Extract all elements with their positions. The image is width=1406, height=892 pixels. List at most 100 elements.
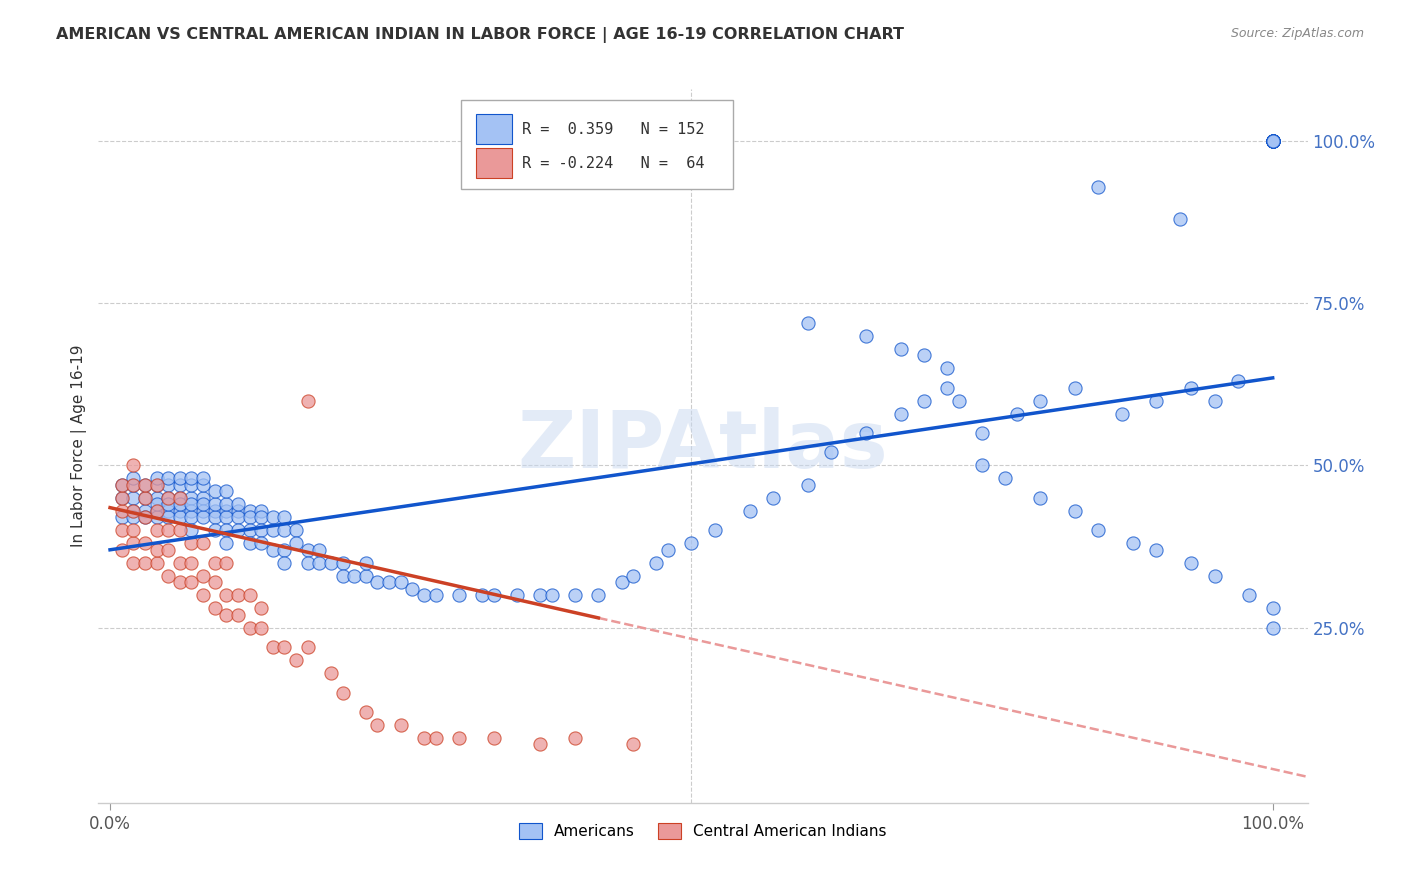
Point (180, 524, 202, 538)
Point (180, 497, 202, 511)
Point (796, 478, 818, 492)
Point (1204, 393, 1226, 408)
Point (250, 601, 273, 615)
Point (1261, 134, 1284, 148)
Point (297, 542, 319, 557)
Point (1087, 524, 1109, 538)
Point (226, 504, 249, 518)
Point (564, 588, 586, 602)
Point (215, 497, 238, 511)
Point (145, 542, 167, 557)
Point (191, 478, 214, 492)
Point (157, 497, 180, 511)
Point (912, 348, 935, 362)
Point (239, 536, 262, 550)
Point (191, 504, 214, 518)
Point (332, 685, 354, 699)
Point (111, 504, 134, 518)
Point (540, 588, 562, 602)
Point (191, 588, 214, 602)
Point (401, 582, 423, 596)
Point (1261, 134, 1284, 148)
Point (1064, 504, 1087, 518)
Point (425, 731, 447, 745)
Point (1261, 134, 1284, 148)
Point (122, 504, 145, 518)
Point (145, 471, 167, 485)
Point (273, 542, 295, 557)
Point (145, 491, 167, 505)
Point (262, 542, 284, 557)
Point (970, 425, 993, 440)
Text: R =  0.359   N = 152: R = 0.359 N = 152 (522, 121, 704, 136)
Point (703, 524, 725, 538)
Point (169, 491, 191, 505)
Point (111, 510, 134, 524)
Point (134, 510, 156, 524)
Point (855, 328, 877, 343)
Point (621, 568, 644, 582)
Point (912, 393, 935, 408)
Point (145, 510, 167, 524)
Point (204, 504, 226, 518)
Point (1064, 381, 1087, 395)
Text: ZIPAtlas: ZIPAtlas (517, 407, 889, 485)
Point (1239, 588, 1261, 602)
Point (215, 607, 238, 622)
Point (191, 491, 214, 505)
Point (122, 536, 145, 550)
Point (122, 504, 145, 518)
Point (250, 524, 273, 538)
Point (1144, 393, 1167, 408)
Point (145, 556, 167, 570)
Point (191, 568, 214, 582)
Point (366, 575, 388, 590)
Point (425, 588, 447, 602)
Point (145, 504, 167, 518)
Point (645, 556, 668, 570)
Point (145, 504, 167, 518)
Point (180, 504, 202, 518)
Point (343, 568, 366, 582)
Point (204, 484, 226, 499)
Point (122, 458, 145, 473)
Point (180, 510, 202, 524)
Point (273, 524, 295, 538)
Point (890, 342, 912, 356)
Point (1029, 393, 1052, 408)
FancyBboxPatch shape (475, 114, 512, 145)
Point (122, 524, 145, 538)
Point (180, 536, 202, 550)
Point (111, 478, 134, 492)
Point (250, 536, 273, 550)
Point (1180, 556, 1202, 570)
Point (657, 542, 679, 557)
Point (1261, 621, 1284, 635)
Point (215, 588, 238, 602)
Point (1226, 374, 1249, 388)
Point (191, 497, 214, 511)
Point (204, 497, 226, 511)
Point (762, 491, 785, 505)
Point (482, 588, 505, 602)
Point (970, 458, 993, 473)
Point (529, 588, 551, 602)
Point (297, 640, 319, 654)
Point (157, 471, 180, 485)
Point (354, 705, 377, 719)
Point (354, 568, 377, 582)
Point (1261, 134, 1284, 148)
Point (215, 484, 238, 499)
Point (308, 542, 330, 557)
Point (621, 738, 644, 752)
Point (354, 556, 377, 570)
Point (215, 524, 238, 538)
Point (948, 393, 970, 408)
Text: Source: ZipAtlas.com: Source: ZipAtlas.com (1230, 27, 1364, 40)
Point (250, 504, 273, 518)
Point (366, 718, 388, 732)
Point (111, 491, 134, 505)
Point (1261, 601, 1284, 615)
Point (169, 497, 191, 511)
Point (226, 607, 249, 622)
